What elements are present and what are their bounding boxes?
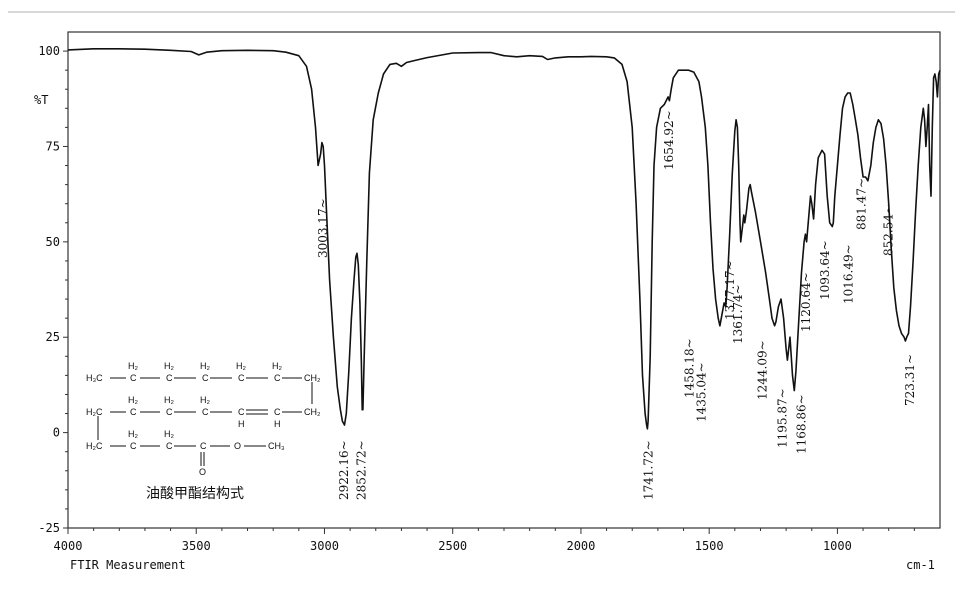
- peak-label: 2852.72~: [355, 440, 369, 500]
- atom-label: H₂: [236, 361, 246, 371]
- atom-label: O: [199, 467, 206, 477]
- x-tick-label: 2500: [438, 539, 467, 553]
- atom-label: C: [274, 407, 281, 417]
- y-axis-label: %T: [34, 93, 48, 107]
- atom-label: CH₃: [268, 441, 285, 451]
- atom-label: H₂: [128, 361, 138, 371]
- peak-label: 852.54~: [882, 204, 896, 256]
- y-tick-label: -25: [38, 521, 60, 535]
- atom-label: H₂: [164, 429, 174, 439]
- atom-label: H₂C: [86, 407, 103, 417]
- x-axis: 4000 3500 3000 2500 2000 1500 1000: [54, 528, 915, 553]
- peak-label: 1654.92~: [662, 110, 676, 170]
- series-layer: [67, 48, 941, 430]
- structure-caption: 油酸甲酯结构式: [146, 486, 244, 502]
- atom-label: H₂: [200, 395, 210, 405]
- atom-label: H₂: [164, 395, 174, 405]
- atom-label: H: [274, 419, 281, 429]
- y-axis: 100 75 50 25 0 -25: [38, 44, 68, 535]
- atom-label: H₂: [272, 361, 282, 371]
- peak-label: 3003.17~: [316, 198, 330, 258]
- atom-label: C: [166, 407, 173, 417]
- peak-label: 723.31~: [903, 354, 917, 406]
- atom-label: C: [238, 407, 245, 417]
- atom-label: H₂C: [86, 441, 103, 451]
- atom-label: H₂: [128, 429, 138, 439]
- atom-label: C: [202, 407, 209, 417]
- peak-label: 1016.49~: [842, 244, 856, 304]
- peak-label: 1168.86~: [795, 394, 809, 454]
- atom-label: C: [130, 407, 137, 417]
- structural-formula: H₃C H₂ C H₂ C H₂ C H₂ C H₂ C CH₂ H₂C H₂ …: [86, 361, 321, 502]
- y-tick-label: 50: [46, 235, 60, 249]
- x-tick-label: 3500: [182, 539, 211, 553]
- atom-label: H: [238, 419, 245, 429]
- atom-label: C: [130, 373, 137, 383]
- y-tick-label: 25: [46, 330, 60, 344]
- x-tick-label: 1000: [823, 539, 852, 553]
- atom-label: C: [130, 441, 137, 451]
- atom-label: O: [234, 441, 241, 451]
- atom-label: CH₂: [304, 373, 321, 383]
- peak-label: 2922.16~: [337, 440, 351, 500]
- atom-label: C: [202, 373, 209, 383]
- spectrum-line: [67, 48, 941, 430]
- atom-label: H₂: [164, 361, 174, 371]
- x-tick-label: 3000: [310, 539, 339, 553]
- atom-label: C: [274, 373, 281, 383]
- atom-label: C: [166, 441, 173, 451]
- peak-label: 881.47~: [854, 178, 868, 230]
- y-tick-label: 100: [38, 44, 60, 58]
- atom-label: H₂: [200, 361, 210, 371]
- peak-label: 1244.09~: [755, 340, 769, 400]
- atom-label: C: [166, 373, 173, 383]
- peak-label: 1435.04~: [694, 362, 708, 422]
- peak-label: 1120.64~: [799, 272, 813, 332]
- x-tick-label: 2000: [566, 539, 595, 553]
- peak-label: 1741.72~: [642, 440, 656, 500]
- peak-label: 1093.64~: [818, 240, 832, 300]
- x-axis-footer-left: FTIR Measurement: [70, 558, 186, 572]
- atom-label: C: [238, 373, 245, 383]
- atom-label: H₂: [128, 395, 138, 405]
- atom-label: H₃C: [86, 373, 103, 383]
- y-tick-label: 0: [53, 426, 60, 440]
- x-tick-label: 4000: [54, 539, 83, 553]
- peak-label: 1458.18~: [682, 338, 696, 398]
- x-axis-unit: cm-1: [906, 558, 935, 572]
- peak-label: 1377.17~: [723, 260, 737, 320]
- atom-label: CH₂: [304, 407, 321, 417]
- x-tick-label: 1500: [695, 539, 724, 553]
- peak-labels: 3003.17~ 2922.16~ 2852.72~ 1741.72~ 1654.92~…: [316, 110, 917, 500]
- peak-label: 1195.87~: [776, 388, 790, 448]
- y-tick-label: 75: [46, 139, 60, 153]
- peak-label: 1361.74~: [731, 284, 745, 344]
- atom-label: C: [200, 441, 207, 451]
